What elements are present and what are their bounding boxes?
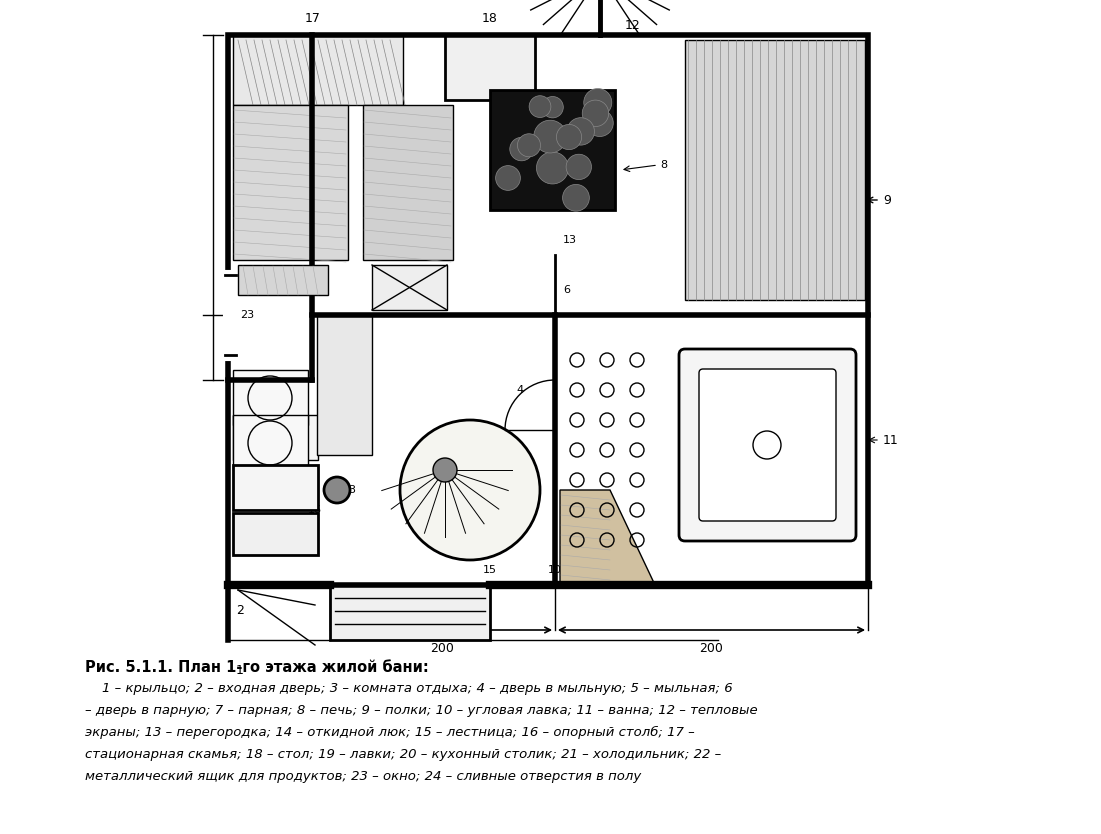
Polygon shape	[560, 490, 655, 585]
Circle shape	[582, 100, 609, 127]
Text: 22: 22	[236, 528, 250, 538]
Circle shape	[556, 124, 581, 149]
FancyBboxPatch shape	[699, 369, 836, 521]
Text: металлический ящик для продуктов; 23 – окно; 24 – сливные отверстия в полу: металлический ящик для продуктов; 23 – о…	[85, 770, 641, 783]
Circle shape	[536, 152, 568, 184]
Bar	[363, 105, 453, 260]
Text: 4: 4	[516, 385, 524, 395]
Text: 5: 5	[522, 475, 528, 485]
Text: 1: 1	[236, 664, 244, 676]
Bar	[238, 265, 328, 295]
Bar	[445, 35, 535, 100]
Text: 1 – крыльцо; 2 – входная дверь; 3 – комната отдыха; 4 – дверь в мыльную; 5 – мыл: 1 – крыльцо; 2 – входная дверь; 3 – комн…	[85, 682, 732, 695]
Circle shape	[584, 88, 612, 117]
Bar	[372, 265, 447, 310]
Circle shape	[584, 108, 608, 134]
Bar	[233, 465, 318, 510]
Text: 19: 19	[330, 378, 344, 388]
Text: 3: 3	[349, 485, 356, 495]
Bar	[233, 35, 403, 105]
Text: 16: 16	[308, 505, 321, 515]
Circle shape	[563, 184, 589, 211]
Circle shape	[517, 133, 541, 157]
Text: 12: 12	[625, 18, 641, 32]
Text: стационарная скамья; 18 – стол; 19 – лавки; 20 – кухонный столик; 21 – холодильн: стационарная скамья; 18 – стол; 19 – лав…	[85, 748, 721, 761]
Text: 20: 20	[323, 432, 337, 442]
Text: 21: 21	[236, 482, 250, 492]
Text: 2: 2	[236, 604, 244, 616]
Circle shape	[324, 477, 350, 503]
Circle shape	[530, 96, 550, 118]
Text: 21: 21	[323, 410, 337, 420]
Text: 14: 14	[400, 250, 414, 260]
Circle shape	[566, 154, 591, 179]
Text: 8: 8	[659, 160, 667, 170]
Bar	[490, 90, 615, 210]
Circle shape	[400, 420, 539, 560]
Bar	[233, 415, 318, 460]
Text: экраны; 13 – перегородка; 14 – откидной люк; 15 – лестница; 16 – опорный столб; : экраны; 13 – перегородка; 14 – откидной …	[85, 726, 695, 739]
Bar	[317, 315, 372, 455]
Text: 24: 24	[582, 565, 597, 575]
Text: 200: 200	[699, 641, 723, 655]
Bar	[233, 513, 318, 555]
Text: 6: 6	[563, 285, 570, 295]
Circle shape	[495, 166, 521, 190]
Bar	[228, 35, 868, 585]
Circle shape	[534, 120, 567, 153]
Text: – дверь в парную; 7 – парная; 8 – печь; 9 – полки; 10 – угловая лавка; 11 – ванн: – дверь в парную; 7 – парная; 8 – печь; …	[85, 704, 757, 717]
Text: 13: 13	[563, 235, 577, 245]
Text: 9: 9	[883, 193, 891, 207]
Text: Рис. 5.1.1. План 1-го этажа жилой бани:: Рис. 5.1.1. План 1-го этажа жилой бани:	[85, 660, 428, 675]
Text: 15: 15	[483, 565, 497, 575]
Bar	[233, 415, 308, 470]
Circle shape	[510, 138, 533, 161]
Circle shape	[542, 97, 564, 118]
Circle shape	[567, 118, 595, 145]
Text: 11: 11	[883, 434, 898, 446]
Circle shape	[433, 458, 457, 482]
Circle shape	[586, 109, 613, 137]
Text: 18: 18	[482, 12, 498, 24]
FancyBboxPatch shape	[679, 349, 855, 541]
Bar	[685, 40, 865, 300]
Text: 10: 10	[548, 565, 562, 575]
Text: 23: 23	[240, 310, 254, 320]
Text: 200: 200	[430, 641, 454, 655]
Bar	[233, 370, 308, 425]
Bar	[233, 105, 348, 260]
Text: 17: 17	[305, 12, 320, 24]
Bar	[330, 585, 490, 640]
